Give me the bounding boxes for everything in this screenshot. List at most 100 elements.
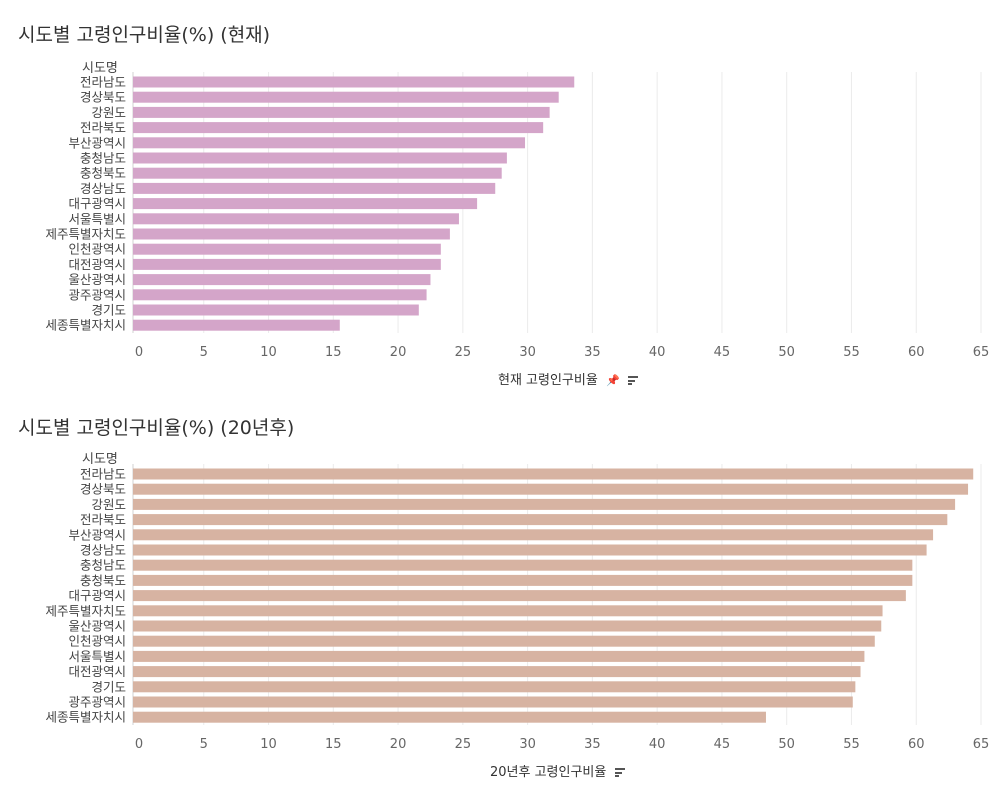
x-axis-title-text: 현재 고령인구비율 — [498, 373, 598, 388]
x-tick-label: 45 — [714, 737, 731, 752]
x-tick-label: 35 — [584, 345, 601, 360]
pin-icon[interactable]: 📌 — [605, 374, 620, 387]
category-label: 경기도 — [91, 679, 126, 694]
category-label: 전라남도 — [80, 467, 126, 482]
category-label: 충청남도 — [80, 151, 126, 166]
sort-icon[interactable] — [627, 376, 638, 385]
category-label: 세종특별자치시 — [45, 710, 126, 725]
category-label: 부산광역시 — [68, 135, 126, 150]
category-label: 광주광역시 — [68, 287, 126, 302]
bar — [133, 243, 441, 255]
category-label: 경상북도 — [80, 90, 126, 105]
bar — [133, 514, 948, 526]
category-label: 경상북도 — [80, 482, 126, 497]
category-label: 서울특별시 — [68, 649, 126, 664]
category-label: 대구광역시 — [68, 196, 126, 211]
chart-title: 시도별 고령인구비율(%) (20년후) — [18, 417, 295, 439]
x-axis-title[interactable]: 현재 고령인구비율 📌 — [498, 369, 638, 388]
x-tick-label: 40 — [649, 737, 666, 752]
x-tick-label: 35 — [584, 737, 601, 752]
bar — [133, 304, 419, 316]
x-tick-label: 50 — [778, 345, 795, 360]
x-tick-label: 50 — [778, 737, 795, 752]
bar — [133, 666, 861, 678]
bar — [133, 258, 441, 270]
sort-icon[interactable] — [614, 768, 625, 777]
bar — [133, 213, 459, 225]
category-label: 충청남도 — [80, 558, 126, 573]
bar — [133, 711, 766, 723]
category-label: 울산광역시 — [68, 619, 126, 634]
bar — [133, 122, 544, 134]
x-axis-title-text: 20년후 고령인구비율 — [490, 765, 607, 780]
category-label: 경기도 — [91, 303, 126, 318]
x-tick-label: 15 — [325, 737, 342, 752]
x-axis-title[interactable]: 20년후 고령인구비율 — [490, 761, 625, 780]
x-tick-label: 65 — [973, 345, 990, 360]
category-label: 세종특별자치시 — [45, 318, 126, 333]
category-label: 광주광역시 — [68, 695, 126, 710]
x-tick-label: 60 — [908, 345, 925, 360]
x-tick-label: 40 — [649, 345, 666, 360]
bar — [133, 529, 934, 541]
category-label: 충청북도 — [80, 166, 126, 181]
category-label: 울산광역시 — [68, 272, 126, 287]
bar — [133, 605, 883, 617]
x-tick-label: 15 — [325, 345, 342, 360]
x-tick-label: 25 — [455, 345, 472, 360]
bar — [133, 152, 507, 164]
bar — [133, 228, 450, 240]
category-label: 대전광역시 — [68, 664, 126, 679]
bar — [133, 681, 856, 693]
bar — [133, 468, 974, 480]
category-label: 인천광역시 — [68, 634, 126, 649]
x-tick-label: 55 — [843, 737, 860, 752]
bar — [133, 319, 340, 331]
category-label: 대구광역시 — [68, 588, 126, 603]
bar — [133, 137, 526, 149]
category-label: 대전광역시 — [68, 257, 126, 272]
x-tick-label: 45 — [714, 345, 731, 360]
bar — [133, 76, 575, 88]
row-header: 시도명 — [82, 452, 118, 467]
x-tick-label: 0 — [135, 345, 143, 360]
row-header: 시도명 — [82, 61, 118, 76]
bar — [133, 635, 875, 647]
bar — [133, 696, 853, 708]
category-label: 강원도 — [91, 497, 126, 512]
category-label: 경상남도 — [80, 543, 126, 558]
category-label: 충청북도 — [80, 573, 126, 588]
bar — [133, 167, 502, 179]
bar — [133, 483, 969, 495]
bar — [133, 106, 550, 118]
bar-chart-future: 0 5 10 15 20 25 30 35 40 45 50 55 60 65 전라남도경상북도강원도전라북… — [45, 464, 990, 752]
bar — [133, 498, 956, 510]
bar — [133, 91, 559, 103]
x-tick-label: 10 — [260, 345, 277, 360]
category-label: 제주특별자치도 — [45, 227, 126, 242]
bar — [133, 559, 913, 571]
x-tick-label: 60 — [908, 737, 925, 752]
chart-panel-future: 시도별 고령인구비율(%) (20년후) 시도명 0 5 10 15 20 25 30 35 4… — [0, 400, 1000, 800]
bar-chart-current: 0 5 10 15 20 25 30 35 40 45 50 55 60 65 전라남도경상북도강원도전라북… — [45, 72, 990, 360]
category-label: 전라북도 — [80, 120, 126, 135]
category-label: 전라북도 — [80, 512, 126, 527]
bar — [133, 650, 865, 662]
bar — [133, 544, 927, 556]
x-tick-label: 5 — [200, 345, 208, 360]
x-tick-label: 30 — [519, 345, 536, 360]
category-label: 부산광역시 — [68, 527, 126, 542]
x-tick-label: 20 — [390, 737, 407, 752]
bar — [133, 574, 913, 586]
chart-title: 시도별 고령인구비율(%) (현재) — [18, 24, 271, 46]
chart-panel-current: 시도별 고령인구비율(%) (현재) 시도명 0 5 10 15 20 25 30 35 40 4… — [0, 0, 1000, 395]
bar — [133, 289, 427, 301]
x-tick-label: 65 — [973, 737, 990, 752]
x-tick-label: 0 — [135, 737, 143, 752]
category-label: 서울특별시 — [68, 211, 126, 226]
x-tick-label: 10 — [260, 737, 277, 752]
category-label: 강원도 — [91, 105, 126, 120]
x-tick-label: 25 — [455, 737, 472, 752]
bar — [133, 590, 906, 602]
category-label: 전라남도 — [80, 75, 126, 90]
